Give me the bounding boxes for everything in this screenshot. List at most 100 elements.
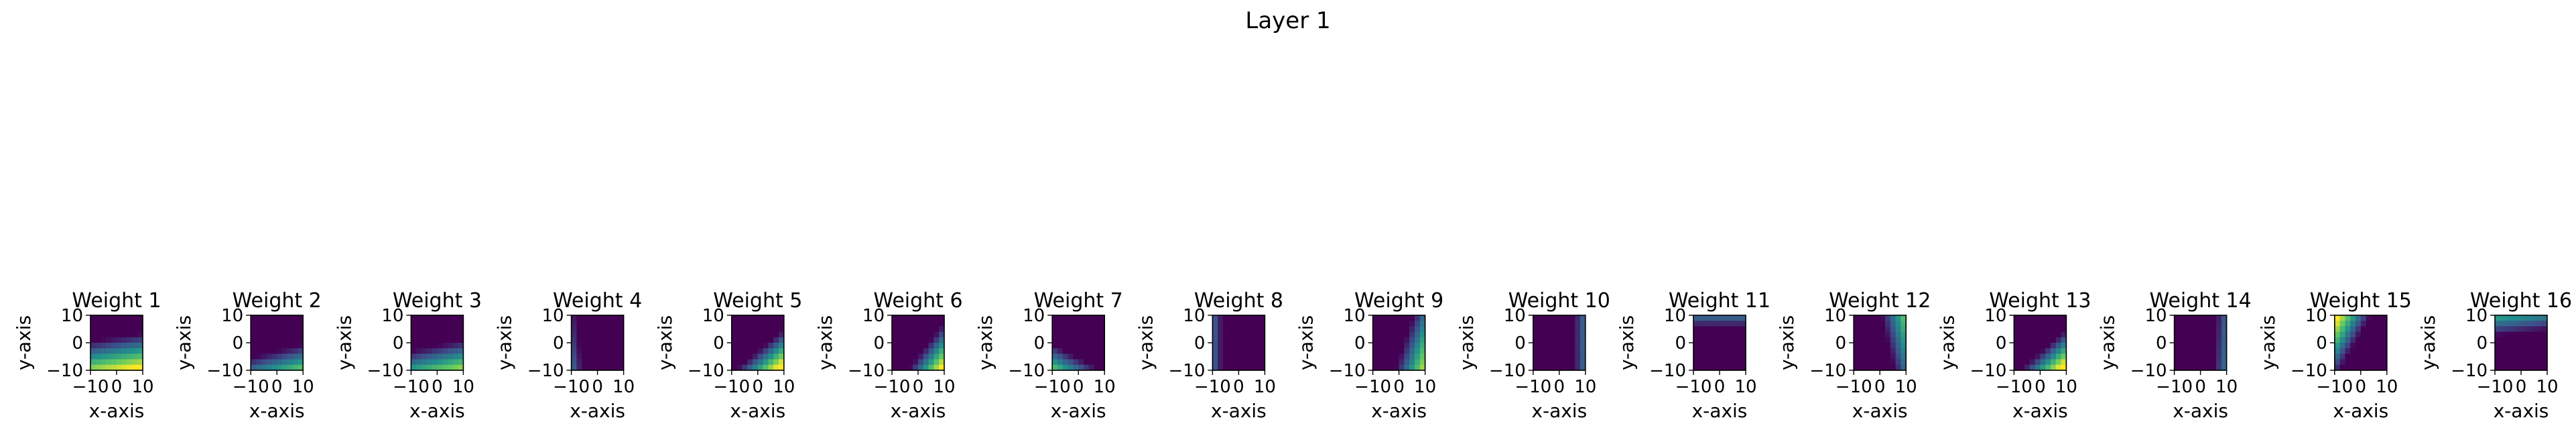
heatmap-cell: [2185, 348, 2191, 354]
heatmap-cell: [1895, 337, 1901, 343]
heatmap-cell: [2029, 343, 2036, 349]
x-tick-label: −10: [2156, 377, 2193, 397]
heatmap-cell: [1419, 364, 1426, 371]
heatmap-cell: [432, 353, 438, 360]
heatmap-cell: [2195, 359, 2201, 366]
y-axis-label: y-axis: [333, 315, 355, 370]
heatmap-cell: [2055, 359, 2062, 366]
heatmap-cell: [277, 359, 283, 366]
heatmap-cell: [437, 353, 443, 360]
y-tick-label: 10: [1023, 306, 1045, 326]
heatmap-cell: [1880, 337, 1886, 343]
heatmap-cell: [2211, 364, 2217, 371]
x-tick-label: 10: [1094, 377, 1116, 397]
y-axis-label: y-axis: [1936, 315, 1958, 370]
heatmap-cell: [2505, 326, 2511, 333]
heatmap-cell: [117, 353, 123, 360]
heatmap-cell: [907, 364, 913, 371]
heatmap-cell: [2221, 343, 2228, 349]
heatmap-cell: [2174, 353, 2180, 360]
heatmap-cell: [2516, 331, 2522, 338]
heatmap-cell: [1404, 315, 1410, 321]
heatmap-cell: [2360, 321, 2367, 327]
heatmap-cell: [287, 326, 294, 333]
heatmap-cell: [1564, 359, 1570, 366]
heatmap-cell: [1419, 343, 1426, 349]
heatmap-cell: [2495, 337, 2501, 343]
heatmap-cell: [907, 353, 913, 360]
heatmap-cell: [1698, 364, 1705, 371]
x-tick-label: 10: [613, 377, 635, 397]
heatmap-cell: [1223, 326, 1229, 333]
heatmap-cell: [618, 364, 625, 371]
heatmap-cell: [1533, 315, 1539, 321]
heatmap-cell: [923, 331, 929, 338]
heatmap-cell: [1580, 321, 1586, 327]
heatmap-cell: [1259, 326, 1265, 333]
heatmap-cell: [1533, 326, 1539, 333]
heatmap-cell: [2014, 321, 2020, 327]
heatmap-cell: [571, 337, 577, 343]
y-axis-label: y-axis: [2097, 315, 2119, 370]
x-axis-label: x-axis: [891, 400, 946, 422]
heatmap-cell: [2174, 348, 2180, 354]
heatmap-cell: [1549, 326, 1555, 333]
heatmap-cell: [2040, 321, 2046, 327]
heatmap-cell: [2371, 321, 2377, 327]
heatmap-cell: [757, 337, 764, 343]
x-tick-label: −10: [553, 377, 590, 397]
y-tick-label: 0: [1034, 333, 1045, 353]
heatmap-cell: [2035, 348, 2041, 354]
heatmap-cell: [582, 326, 588, 333]
heatmap-cell: [256, 343, 262, 349]
heatmap-cell: [939, 337, 945, 343]
y-tick-label: −10: [1489, 361, 1526, 381]
y-tick-label: 10: [1344, 306, 1366, 326]
heatmap-cell: [2356, 337, 2362, 343]
heatmap-cell: [2371, 331, 2377, 338]
heatmap-cell: [1538, 359, 1544, 366]
heatmap-cell: [426, 353, 433, 360]
heatmap-cell: [1874, 331, 1880, 338]
heatmap-cell: [261, 326, 267, 333]
heatmap-cell: [757, 326, 764, 333]
heatmap-cell: [2061, 315, 2067, 321]
heatmap-cell: [432, 321, 438, 327]
heatmap-cell: [1874, 321, 1880, 327]
heatmap-cell: [753, 348, 759, 354]
heatmap-cell: [2195, 353, 2201, 360]
x-tick-label: −10: [2316, 377, 2353, 397]
heatmap-cell: [587, 343, 593, 349]
heatmap-cell: [613, 337, 619, 343]
heatmap-cell: [2542, 315, 2548, 321]
heatmap-cell: [1212, 359, 1218, 366]
heatmap-cell: [1720, 359, 1726, 366]
heatmap-cell: [2500, 321, 2506, 327]
heatmap-cell: [2526, 326, 2532, 333]
heatmap-cell: [422, 321, 428, 327]
heatmap-cell: [2035, 321, 2041, 327]
heatmap-cell: [928, 321, 934, 327]
heatmap-cell: [2526, 337, 2532, 343]
heatmap-cell: [2345, 337, 2351, 343]
heatmap-cell: [1223, 337, 1229, 343]
heatmap-cell: [747, 353, 753, 360]
heatmap-cell: [266, 321, 272, 327]
heatmap-cell: [1057, 326, 1064, 333]
heatmap-cell: [1549, 321, 1555, 327]
heatmap-cell: [2019, 337, 2025, 343]
heatmap-cell: [773, 364, 779, 371]
heatmap-cell: [2334, 364, 2341, 371]
heatmap-cell: [432, 331, 438, 338]
heatmap-cell: [779, 331, 785, 338]
heatmap-cell: [106, 331, 112, 338]
heatmap-cell: [753, 353, 759, 360]
x-axis-label: x-axis: [730, 400, 785, 422]
x-tick-label: 0: [111, 377, 123, 397]
heatmap-cell: [2061, 359, 2067, 366]
heatmap-cell: [1078, 364, 1084, 371]
y-tick-label: 10: [2305, 306, 2327, 326]
heatmap-cell: [1730, 359, 1736, 366]
heatmap-cell: [2526, 364, 2532, 371]
